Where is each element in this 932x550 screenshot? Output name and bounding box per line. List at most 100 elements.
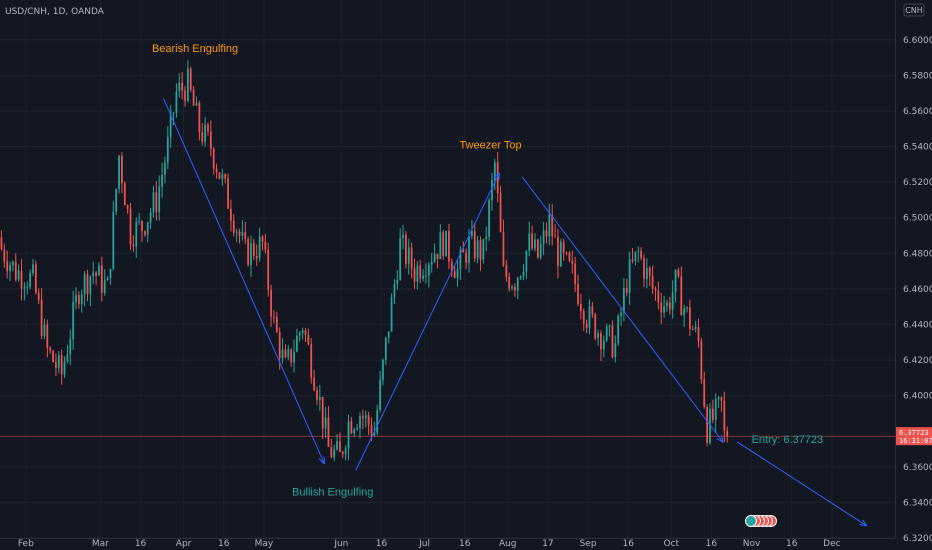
candle [301, 327, 304, 340]
candle [60, 349, 63, 385]
trend-arrow[interactable] [163, 98, 325, 464]
candle-body [218, 172, 221, 179]
candle-body [9, 265, 11, 272]
price-axis[interactable]: 6.60000 6.58000 6.56000 6.54000 6.52000 6.500… [895, 0, 932, 550]
candle-body [577, 283, 579, 304]
candle-body [562, 242, 565, 253]
candle [287, 344, 290, 361]
candle-body [255, 256, 258, 259]
candle-body [528, 233, 531, 252]
candle-body [683, 308, 686, 316]
candle [55, 353, 57, 376]
candle-body [407, 247, 410, 264]
candle-body [261, 236, 264, 242]
candle-body [499, 193, 502, 232]
candle [539, 235, 542, 260]
price-tag-bg [896, 427, 932, 446]
candle-body [350, 421, 353, 434]
candle [588, 299, 591, 335]
price-tick-label: 6.58000 [903, 71, 932, 81]
candle [465, 248, 468, 270]
candle [109, 268, 112, 285]
candle-body [602, 340, 605, 350]
candle-body [135, 221, 138, 247]
time-tick-label: Mar [92, 539, 109, 549]
candle-body [155, 192, 158, 213]
candle [568, 251, 571, 263]
trend-arrow[interactable] [355, 173, 499, 471]
candle [473, 222, 476, 263]
trend-arrow[interactable] [736, 441, 866, 526]
candle [361, 409, 364, 430]
candle [172, 111, 175, 126]
candle-body [468, 236, 470, 263]
candles [0, 60, 729, 462]
candle [143, 230, 146, 237]
time-axis[interactable]: Feb Mar 16 Apr 16 May Jun 16 Jul 16 Aug 17 Sep 16 Oct 1… [0, 538, 895, 550]
candle-body [327, 417, 330, 447]
candle [46, 319, 49, 358]
candle-body [192, 89, 195, 106]
time-tick-label: 16 [459, 539, 471, 549]
candle-body [361, 416, 364, 419]
candle [663, 295, 665, 318]
candle [393, 279, 396, 305]
candle [290, 348, 293, 367]
candle [89, 275, 92, 307]
candle [448, 223, 450, 270]
candle-body [399, 237, 402, 280]
candle [686, 306, 688, 313]
candle [32, 258, 34, 276]
candle-body [588, 306, 591, 328]
candle [184, 85, 186, 107]
candle [161, 162, 163, 198]
candle-body [617, 315, 620, 344]
candle-body [152, 192, 155, 213]
candle-body [92, 272, 95, 277]
candle-body [178, 82, 181, 92]
candle-body [551, 214, 554, 237]
candle [528, 221, 531, 257]
candle [238, 228, 241, 244]
candle [324, 407, 327, 438]
candle-body [66, 354, 69, 362]
candle-body [146, 222, 149, 235]
candle-body [645, 267, 648, 280]
candle-body [367, 415, 370, 426]
candle [224, 173, 227, 184]
candle-body [522, 271, 525, 277]
candle [525, 250, 528, 280]
candle-body [485, 237, 488, 239]
candle-body [456, 269, 459, 279]
candle-body [479, 240, 482, 260]
candle-body [32, 264, 34, 274]
candle-body [364, 415, 367, 419]
price-tick-label: 6.32000 [903, 534, 932, 544]
candle-body [591, 306, 594, 315]
candle [637, 246, 640, 263]
candle [164, 156, 166, 184]
candle-body [72, 302, 75, 339]
candle-body [582, 310, 585, 324]
candle [212, 147, 215, 175]
candle [232, 214, 235, 237]
candle [115, 188, 118, 216]
candle [634, 251, 637, 266]
candle-body [585, 323, 588, 328]
candle-body [413, 268, 416, 282]
currency-badge-label: CNH [905, 6, 923, 15]
candle-body [307, 334, 310, 345]
candle-body [175, 91, 178, 113]
candle-body [201, 132, 204, 142]
currency-badge[interactable]: CNH [903, 3, 925, 17]
candle [52, 349, 54, 363]
candle [34, 260, 37, 295]
trend-arrow[interactable] [521, 176, 723, 442]
candle-body [20, 270, 23, 289]
candle-body [711, 408, 714, 420]
events-marker[interactable] [745, 515, 777, 527]
candle-body [657, 290, 660, 303]
candle-body [548, 214, 551, 237]
